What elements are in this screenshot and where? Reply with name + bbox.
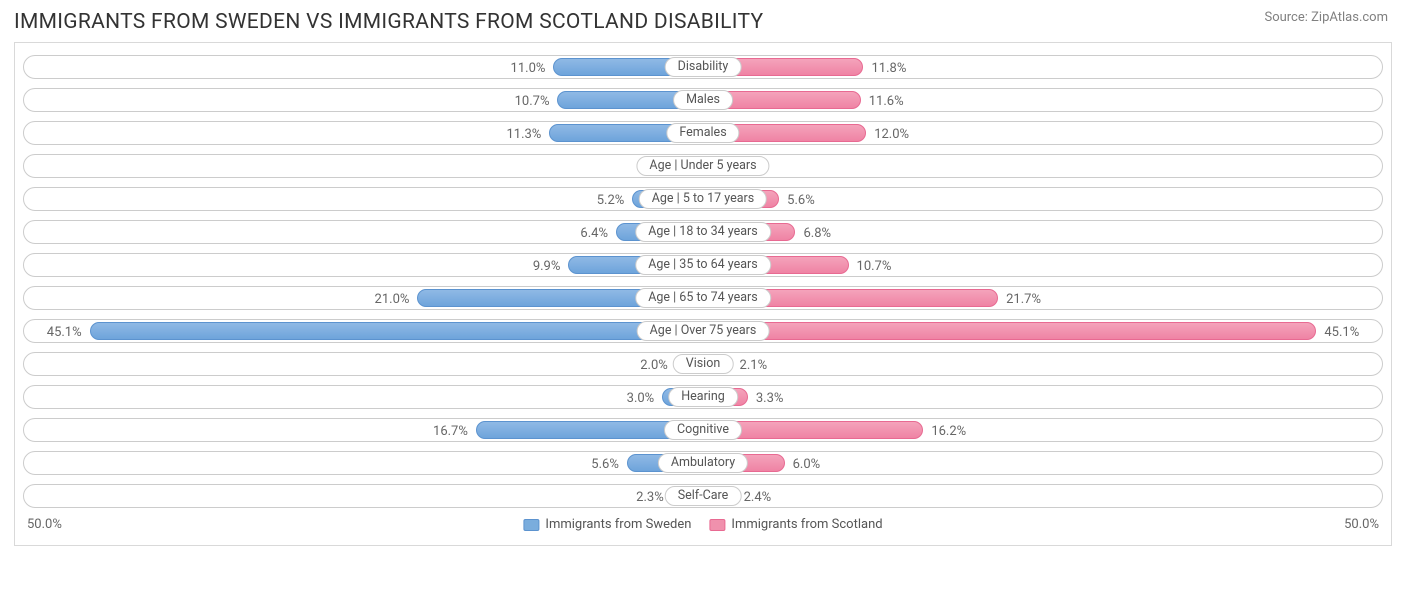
chart-row: 5.2% 5.6% Age | 5 to 17 years — [23, 185, 1383, 213]
chart-row: 10.7% 11.6% Males — [23, 86, 1383, 114]
chart-row: 9.9% 10.7% Age | 35 to 64 years — [23, 251, 1383, 279]
category-pill: Cognitive — [664, 420, 742, 440]
category-pill: Ambulatory — [658, 453, 748, 473]
chart-row: 21.0% 21.7% Age | 65 to 74 years — [23, 284, 1383, 312]
bar-right — [703, 322, 1316, 340]
chart-title: IMMIGRANTS FROM SWEDEN VS IMMIGRANTS FRO… — [14, 10, 763, 34]
chart-row: 6.4% 6.8% Age | 18 to 34 years — [23, 218, 1383, 246]
chart-row: 5.6% 6.0% Ambulatory — [23, 449, 1383, 477]
legend-item-scotland: Immigrants from Scotland — [709, 517, 882, 532]
value-label-right: 5.6% — [787, 187, 815, 215]
chart-row: 11.3% 12.0% Females — [23, 119, 1383, 147]
chart-row: 16.7% 16.2% Cognitive — [23, 416, 1383, 444]
value-label-left: 9.9% — [533, 253, 561, 281]
category-pill: Hearing — [668, 387, 738, 407]
value-label-left: 2.0% — [640, 352, 668, 380]
value-label-right: 3.3% — [756, 385, 784, 413]
value-label-right: 2.4% — [744, 484, 772, 512]
category-pill: Age | 5 to 17 years — [639, 189, 767, 209]
value-label-right: 16.2% — [931, 418, 966, 446]
legend: Immigrants from Sweden Immigrants from S… — [523, 517, 882, 532]
value-label-left: 16.7% — [433, 418, 468, 446]
chart-row: 11.0% 11.8% Disability — [23, 53, 1383, 81]
legend-label-right: Immigrants from Scotland — [731, 517, 882, 532]
category-pill: Age | Under 5 years — [636, 156, 769, 176]
value-label-right: 12.0% — [874, 121, 909, 149]
chart-row: 45.1% 45.1% Age | Over 75 years — [23, 317, 1383, 345]
value-label-right: 2.1% — [740, 352, 768, 380]
value-label-left: 3.0% — [627, 385, 655, 413]
value-label-left: 21.0% — [375, 286, 410, 314]
value-label-right: 11.6% — [869, 88, 904, 116]
chart-row: 2.3% 2.4%Self-Care — [23, 482, 1383, 510]
value-label-right: 6.8% — [803, 220, 831, 248]
value-label-left: 45.1% — [47, 319, 82, 347]
value-label-right: 11.8% — [871, 55, 906, 83]
chart-footer: 50.0% Immigrants from Sweden Immigrants … — [23, 515, 1383, 541]
value-label-left: 11.3% — [506, 121, 541, 149]
category-pill: Age | Over 75 years — [637, 321, 770, 341]
category-pill: Males — [673, 90, 733, 110]
category-pill: Females — [666, 123, 739, 143]
legend-label-left: Immigrants from Sweden — [545, 517, 691, 532]
value-label-left: 2.3% — [636, 484, 664, 512]
swatch-pink-icon — [709, 519, 725, 531]
value-label-right: 45.1% — [1324, 319, 1359, 347]
value-label-left: 10.7% — [515, 88, 550, 116]
category-pill: Age | 35 to 64 years — [635, 255, 771, 275]
value-label-left: 6.4% — [580, 220, 608, 248]
value-label-left: 5.6% — [591, 451, 619, 479]
bar-left — [90, 322, 703, 340]
chart-container: 11.0% 11.8% Disability 10.7% 11.6% Males 11.3%… — [14, 42, 1392, 546]
source-attribution: Source: ZipAtlas.com — [1264, 10, 1388, 25]
category-pill: Vision — [673, 354, 734, 374]
value-label-right: 10.7% — [857, 253, 892, 281]
value-label-left: 11.0% — [511, 55, 546, 83]
axis-max-right: 50.0% — [1344, 517, 1379, 532]
chart-row: 2.0% 2.1% Vision — [23, 350, 1383, 378]
category-pill: Self-Care — [665, 486, 742, 506]
value-label-right: 6.0% — [793, 451, 821, 479]
axis-max-left: 50.0% — [27, 517, 62, 532]
chart-row: 3.0% 3.3% Hearing — [23, 383, 1383, 411]
swatch-blue-icon — [523, 519, 539, 531]
value-label-left: 5.2% — [597, 187, 625, 215]
value-label-right: 21.7% — [1006, 286, 1041, 314]
chart-row: 1.1%1.4%Age | Under 5 years — [23, 152, 1383, 180]
category-pill: Age | 65 to 74 years — [635, 288, 771, 308]
legend-item-sweden: Immigrants from Sweden — [523, 517, 691, 532]
category-pill: Disability — [665, 57, 742, 77]
category-pill: Age | 18 to 34 years — [635, 222, 771, 242]
